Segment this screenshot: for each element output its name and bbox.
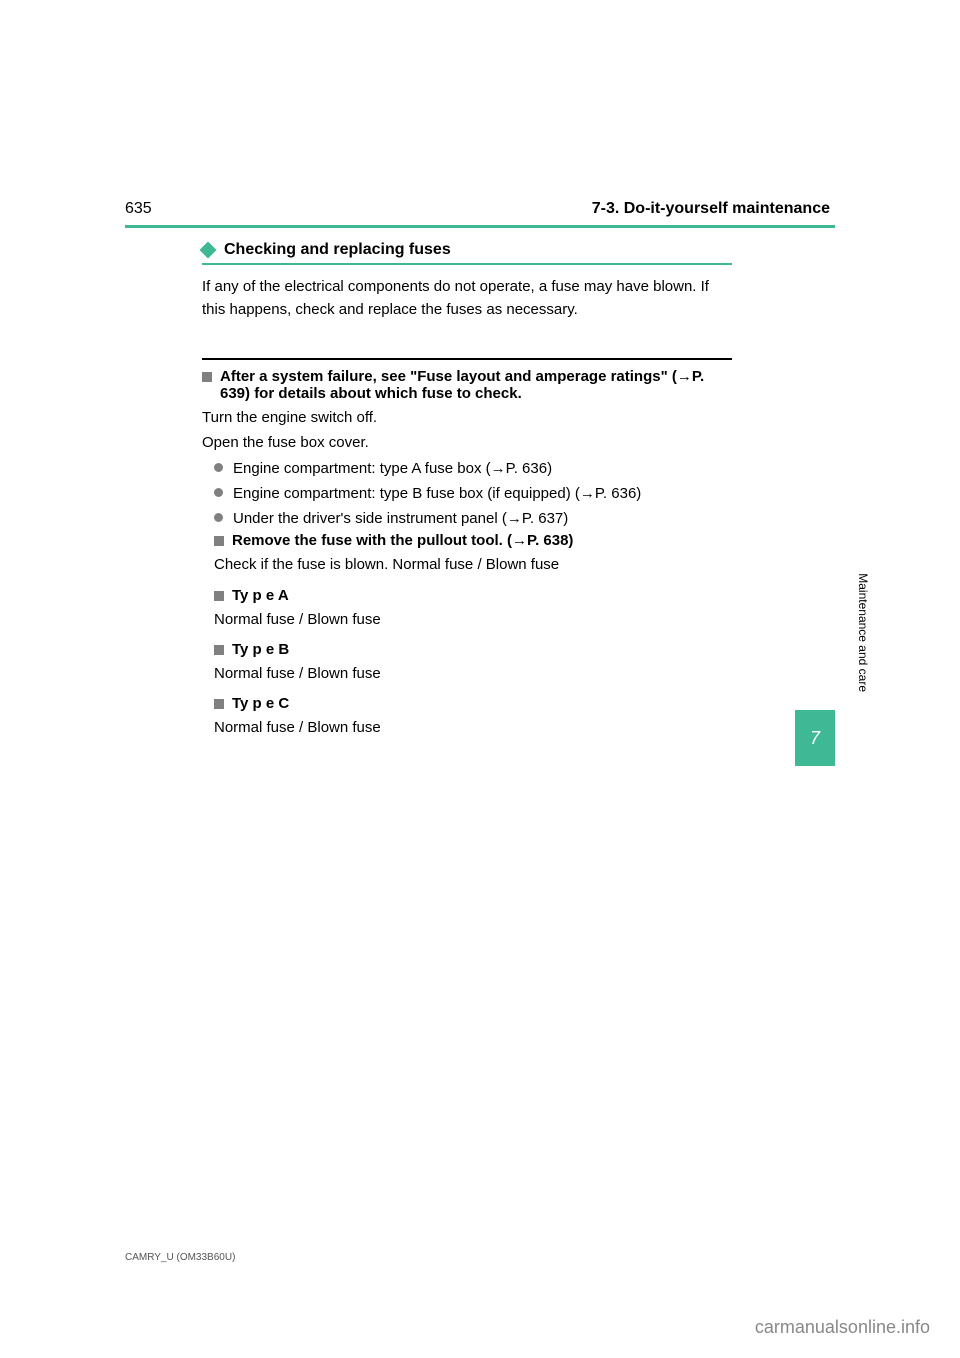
square-bullet-icon (214, 536, 224, 546)
body-text: Check if the fuse is blown. Normal fuse … (214, 553, 732, 576)
sub-heading: After a system failure, see "Fuse layout… (220, 368, 732, 402)
body-text: Open the fuse box cover. (202, 431, 732, 454)
body-text: Normal fuse / Blown fuse (214, 716, 732, 739)
list-item: Engine compartment: type A fuse box (→P.… (214, 457, 732, 480)
sub-heading: Ty p e A (232, 587, 289, 604)
disc-bullet-icon (214, 488, 223, 497)
thin-rule (202, 358, 732, 360)
body-text: Normal fuse / Blown fuse (214, 608, 732, 631)
content-block: Remove the fuse with the pullout tool. (… (202, 532, 732, 576)
disc-bullet-icon (214, 513, 223, 522)
chapter-label: Maintenance and care (856, 573, 870, 692)
body-text: Normal fuse / Blown fuse (214, 662, 732, 685)
content-block: Ty p e C Normal fuse / Blown fuse (202, 695, 732, 739)
intro-text: If any of the electrical components do n… (202, 275, 732, 322)
list-item: Engine compartment: type B fuse box (if … (214, 482, 732, 505)
sub-heading: Ty p e C (232, 695, 289, 712)
sub-heading-row: Ty p e B (214, 641, 732, 658)
sub-heading-row: Ty p e C (214, 695, 732, 712)
watermark: carmanualsonline.info (755, 1317, 930, 1338)
list-text: Engine compartment: type A fuse box (→P.… (233, 457, 552, 480)
sub-heading-row: After a system failure, see "Fuse layout… (202, 368, 732, 402)
sub-heading-row: Remove the fuse with the pullout tool. (… (214, 532, 732, 549)
section-underline (202, 263, 732, 265)
disc-bullet-icon (214, 463, 223, 472)
section-title-text: Checking and replacing fuses (224, 241, 451, 259)
square-bullet-icon (214, 699, 224, 709)
content-block: Ty p e B Normal fuse / Blown fuse (202, 641, 732, 685)
header-section: 7-3. Do-it-yourself maintenance (560, 200, 830, 218)
header-rule (125, 225, 835, 228)
sub-heading-row: Ty p e A (214, 587, 732, 604)
document-code: CAMRY_U (OM33B60U) (125, 1252, 235, 1263)
content-block: Ty p e A Normal fuse / Blown fuse (202, 587, 732, 631)
section-title: Checking and replacing fuses (202, 241, 732, 263)
body-text: Turn the engine switch off. (202, 406, 732, 429)
sub-heading: Ty p e B (232, 641, 289, 658)
square-bullet-icon (202, 372, 212, 382)
chapter-tab: 7 (795, 710, 835, 766)
list-item: Under the driver's side instrument panel… (214, 507, 732, 530)
page-number: 635 (125, 200, 152, 218)
chapter-number: 7 (810, 728, 820, 749)
list-text: Engine compartment: type B fuse box (if … (233, 482, 641, 505)
sub-heading: Remove the fuse with the pullout tool. (… (232, 532, 573, 549)
square-bullet-icon (214, 591, 224, 601)
square-bullet-icon (214, 645, 224, 655)
diamond-icon (200, 242, 217, 259)
list-text: Under the driver's side instrument panel… (233, 507, 568, 530)
content-area: After a system failure, see "Fuse layout… (202, 368, 732, 749)
